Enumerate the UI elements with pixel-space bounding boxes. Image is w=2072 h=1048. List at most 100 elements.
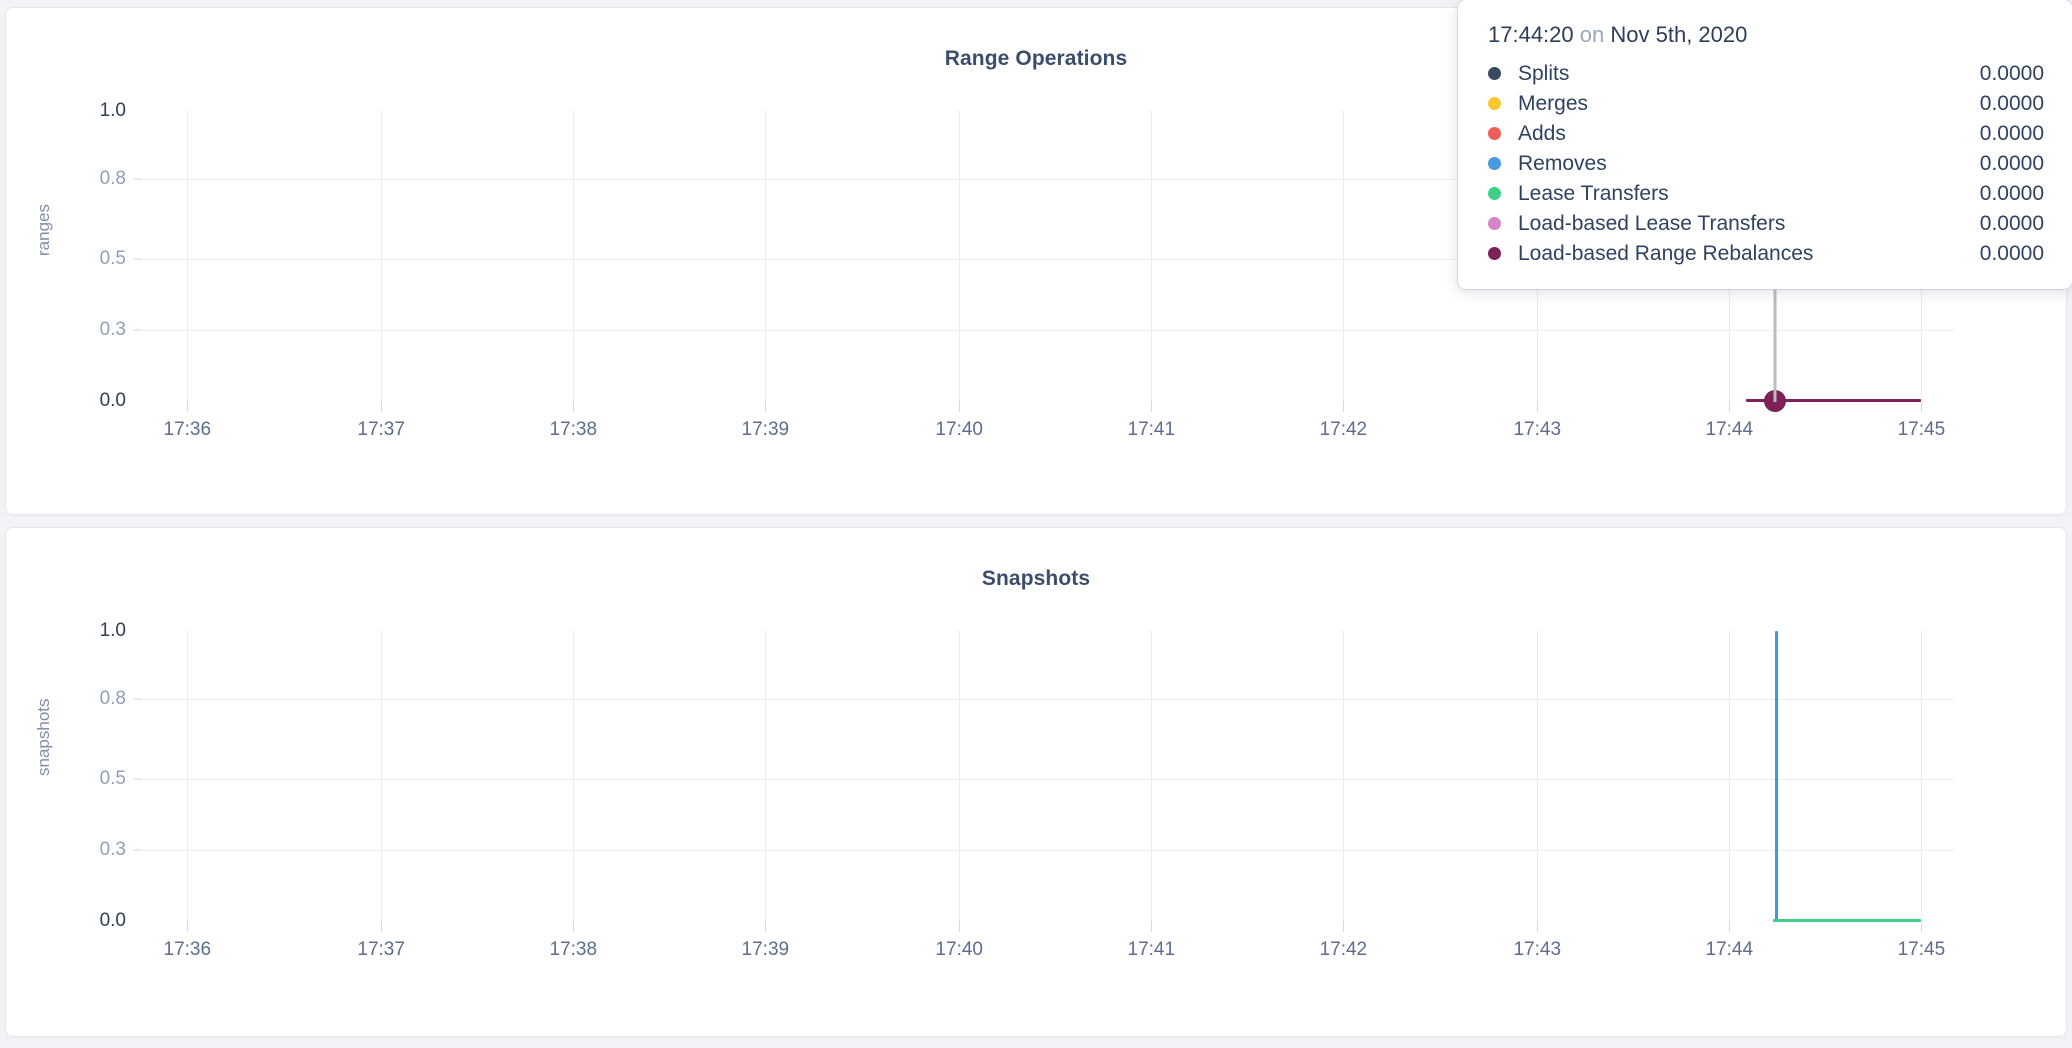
x-tick-mark xyxy=(187,401,189,412)
x-tick-mark xyxy=(1921,401,1923,412)
x-tick-mark xyxy=(959,401,961,412)
x-tick-mark xyxy=(765,401,767,412)
gridline-v xyxy=(381,111,383,401)
y-tick-label: 0.5 xyxy=(99,247,126,269)
gridline-v xyxy=(959,111,961,401)
gridline-v xyxy=(1343,631,1345,921)
gridline-v xyxy=(765,111,767,401)
x-tick-label: 17:42 xyxy=(1319,419,1368,440)
tooltip-row: Removes 0.0000 xyxy=(1488,149,2044,179)
tooltip-series-value: 0.0000 xyxy=(1979,62,2044,85)
x-tick-mark xyxy=(573,921,575,932)
x-tick-label: 17:41 xyxy=(1127,939,1176,960)
gridline-h xyxy=(142,849,1954,851)
tooltip-dot-cell xyxy=(1488,89,1518,119)
series-color-dot-icon xyxy=(1488,187,1501,201)
series-color-dot-icon xyxy=(1488,67,1501,81)
tooltip-series-label: Removes xyxy=(1518,152,1607,175)
gridline-v xyxy=(1151,111,1153,401)
x-tick-mark xyxy=(187,921,189,932)
y-tick-label: 0.3 xyxy=(99,318,126,340)
tooltip-series-value: 0.0000 xyxy=(1979,182,2044,205)
plot-area-snapshots[interactable]: 1.0 0.8 0.5 0.3 0.0 17:36 17:37 17:38 17… xyxy=(100,620,1954,960)
x-tick-label: 17:38 xyxy=(549,419,598,440)
x-tick-label: 17:38 xyxy=(549,939,598,960)
x-tick-label: 17:43 xyxy=(1513,939,1562,960)
y-tick-label: 0.8 xyxy=(99,168,126,190)
y-tick-dash xyxy=(133,178,142,180)
x-tick-label: 17:39 xyxy=(741,419,790,440)
y-tick-dash xyxy=(133,778,142,780)
x-tick-label: 17:44 xyxy=(1705,419,1754,440)
y-axis-label-ranges: ranges xyxy=(34,204,53,256)
x-tick-mark xyxy=(1537,401,1539,412)
tooltip-row: Splits 0.0000 xyxy=(1488,59,2044,89)
gridline-v xyxy=(1537,631,1539,921)
x-tick-label: 17:44 xyxy=(1705,939,1754,960)
y-tick-label: 0.3 xyxy=(99,838,126,860)
x-tick-label: 17:40 xyxy=(935,939,983,960)
x-tick-label: 17:36 xyxy=(163,419,212,440)
gridline-v xyxy=(573,631,575,921)
x-tick-mark xyxy=(1151,921,1153,932)
y-tick-label: 0.5 xyxy=(99,767,126,789)
gridline-v xyxy=(187,111,189,401)
tooltip-series-value: 0.0000 xyxy=(1979,212,2044,235)
tooltip-series-label: Adds xyxy=(1518,122,1566,145)
gridline-h xyxy=(142,699,1954,701)
x-tick-mark xyxy=(1343,401,1345,412)
gridline-v xyxy=(959,631,961,921)
tooltip-series-label: Load-based Lease Transfers xyxy=(1518,212,1786,235)
chart-card-snapshots: Snapshots snapshots 1.0 0.8 xyxy=(6,528,2066,1036)
x-tick-mark xyxy=(959,921,961,932)
tooltip-series-table: Splits 0.0000 Merges 0.0000 Adds 0.0000 xyxy=(1488,59,2044,269)
x-tick-mark xyxy=(1921,921,1923,932)
tooltip-date: Nov 5th, 2020 xyxy=(1610,22,1748,47)
tooltip-row: Load-based Lease Transfers 0.0000 xyxy=(1488,209,2044,239)
tooltip-separator: on xyxy=(1579,22,1605,47)
tooltip-row: Load-based Range Rebalances 0.0000 xyxy=(1488,239,2044,269)
tooltip-row: Merges 0.0000 xyxy=(1488,89,2044,119)
gridline-h xyxy=(142,778,1954,780)
gridline-v xyxy=(1151,631,1153,921)
chart-tooltip: 17:44:20 on Nov 5th, 2020 Splits 0.0000 … xyxy=(1458,0,2072,289)
gridline-v xyxy=(1729,631,1731,921)
tooltip-row: Adds 0.0000 xyxy=(1488,119,2044,149)
x-tick-label: 17:45 xyxy=(1897,419,1946,440)
x-tick-mark xyxy=(1343,921,1345,932)
tooltip-series-label: Load-based Range Rebalances xyxy=(1518,242,1814,265)
tooltip-row: Lease Transfers 0.0000 xyxy=(1488,179,2044,209)
y-tick-dash xyxy=(133,849,142,851)
x-tick-mark xyxy=(381,401,383,412)
tooltip-dot-cell xyxy=(1488,149,1518,179)
x-tick-label: 17:42 xyxy=(1319,939,1368,960)
gridline-v xyxy=(187,631,189,921)
x-tick-mark xyxy=(573,401,575,412)
series-color-dot-icon xyxy=(1488,247,1501,261)
tooltip-dot-cell xyxy=(1488,239,1518,269)
x-tick-mark xyxy=(765,921,767,932)
x-tick-label: 17:45 xyxy=(1897,939,1946,960)
tooltip-series-value: 0.0000 xyxy=(1979,92,2044,115)
gridline-v xyxy=(573,111,575,401)
y-tick-dash xyxy=(133,698,142,700)
series-color-dot-icon xyxy=(1488,97,1501,111)
series-color-dot-icon xyxy=(1488,127,1501,141)
x-tick-label: 17:37 xyxy=(357,939,405,960)
x-tick-mark xyxy=(381,921,383,932)
x-tick-mark xyxy=(1537,921,1539,932)
y-tick-dash xyxy=(133,329,142,331)
tooltip-dot-cell xyxy=(1488,59,1518,89)
plot-area-range-operations[interactable]: 1.0 0.8 0.5 0.3 0.0 17:36 17:37 17:38 17… xyxy=(100,71,1954,440)
x-tick-label: 17:40 xyxy=(935,419,983,440)
y-tick-label: 1.0 xyxy=(99,100,126,121)
gridline-h xyxy=(142,329,1954,331)
tooltip-series-value: 0.0000 xyxy=(1979,152,2044,175)
series-line-generated xyxy=(1772,919,1922,922)
y-tick-label: 0.0 xyxy=(99,390,126,411)
x-tick-label: 17:37 xyxy=(357,419,405,440)
gridline-h xyxy=(142,179,1954,181)
gridline-v xyxy=(765,631,767,921)
gridline-v xyxy=(1921,631,1923,921)
y-axis-label-snapshots: snapshots xyxy=(34,698,53,777)
